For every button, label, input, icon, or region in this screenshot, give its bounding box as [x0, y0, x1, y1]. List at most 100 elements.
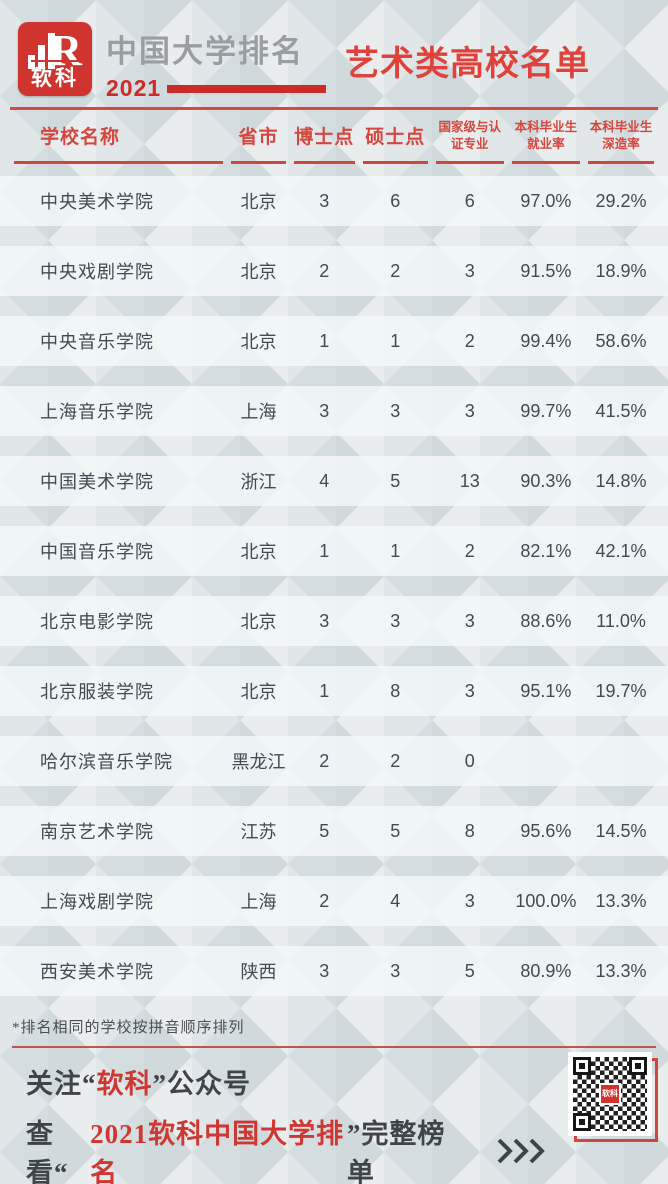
- qr-finder-icon: [573, 1113, 591, 1131]
- master-count: 1: [390, 540, 401, 561]
- further-rate: 14.5%: [595, 820, 647, 841]
- col-header-school: 学校名称: [10, 110, 227, 164]
- province: 陕西: [240, 962, 277, 982]
- province: 上海: [240, 892, 277, 912]
- col-header-employment: 本科毕业生 就业率: [508, 110, 584, 164]
- employment-rate: 91.5%: [520, 260, 572, 281]
- further-rate: 29.2%: [595, 190, 647, 211]
- bar-chart-icon: R: [26, 29, 84, 73]
- certified-count: 5: [464, 960, 475, 981]
- province: 北京: [240, 262, 277, 282]
- province: 北京: [240, 332, 277, 352]
- table-row: 中央戏剧学院 北京 2 2 3 91.5% 18.9%: [0, 246, 668, 296]
- table-row: 南京艺术学院 江苏 5 5 8 95.6% 14.5%: [0, 806, 668, 856]
- school-name: 哈尔滨音乐学院: [40, 752, 173, 772]
- province: 江苏: [240, 822, 277, 842]
- school-name: 中央美术学院: [40, 192, 154, 212]
- brand-block: 中国大学排名 2021: [106, 26, 326, 102]
- table-row: 上海戏剧学院 上海 2 4 3 100.0% 13.3%: [0, 876, 668, 926]
- table-header-row: 学校名称 省市 博士点 硕士点 国家级与认 证专业 本科毕业生 就业率 本科毕业生深…: [10, 110, 658, 164]
- doctoral-count: 2: [319, 260, 330, 281]
- further-rate: 14.8%: [595, 470, 647, 491]
- province: 北京: [240, 682, 277, 702]
- qr-finder-icon: [629, 1057, 647, 1075]
- doctoral-count: 1: [319, 540, 330, 561]
- logo-brand-text: 软科: [31, 60, 79, 92]
- master-count: 2: [390, 750, 401, 771]
- province: 黑龙江: [231, 752, 286, 772]
- master-count: 3: [390, 960, 401, 981]
- col-header-province: 省市: [227, 110, 290, 164]
- master-count: 5: [390, 820, 401, 841]
- province: 北京: [240, 542, 277, 562]
- footer-text: 关注“: [26, 1069, 97, 1099]
- further-rate: 41.5%: [595, 400, 647, 421]
- table-row: 北京服装学院 北京 1 8 3 95.1% 19.7%: [0, 666, 668, 716]
- doctoral-count: 3: [319, 400, 330, 421]
- page-footer: 关注“ 软科 ”公众号 查看“ 2021软科中国大学排名 ”完整榜单 软科: [0, 1048, 668, 1184]
- employment-rate: 95.1%: [520, 680, 572, 701]
- certified-count: 13: [459, 470, 480, 491]
- table-body: 中央美术学院 北京 3 6 6 97.0% 29.2% 中央戏剧学院 北京 2 …: [0, 176, 668, 996]
- master-count: 4: [390, 890, 401, 911]
- master-count: 3: [390, 610, 401, 631]
- school-name: 上海戏剧学院: [40, 892, 154, 912]
- footer-divider: [12, 1046, 656, 1048]
- ruanke-logo: R 软科: [18, 22, 92, 96]
- employment-rate: 100.0%: [515, 890, 577, 911]
- employment-rate: 95.6%: [520, 820, 572, 841]
- col-header-further: 本科毕业生 深造率: [584, 110, 658, 164]
- footer-brand-red: 软科: [96, 1069, 153, 1099]
- school-name: 北京服装学院: [40, 682, 154, 702]
- certified-count: 2: [464, 540, 475, 561]
- footer-line-2: 查看“ 2021软科中国大学排名 ”完整榜单: [26, 1112, 548, 1184]
- certified-count: 3: [464, 680, 475, 701]
- doctoral-count: 1: [319, 330, 330, 351]
- footer-text: ”完整榜单: [346, 1119, 446, 1184]
- employment-rate: 90.3%: [520, 470, 572, 491]
- master-count: 8: [390, 680, 401, 701]
- col-header-certified: 国家级与认 证专业: [432, 110, 508, 164]
- ranking-table: 学校名称 省市 博士点 硕士点 国家级与认 证专业 本科毕业生 就业率 本科毕业生深…: [0, 107, 668, 996]
- table-row: 北京电影学院 北京 3 3 3 88.6% 11.0%: [0, 596, 668, 646]
- school-name: 上海音乐学院: [40, 402, 154, 422]
- footer-ranking-red: 2021软科中国大学排名: [90, 1119, 345, 1184]
- table-row: 中国音乐学院 北京 1 1 2 82.1% 42.1%: [0, 526, 668, 576]
- brand-underline: [167, 84, 326, 93]
- page-header: R 软科 中国大学排名 2021 艺术类高校名单: [0, 0, 668, 107]
- employment-rate: 97.0%: [520, 190, 572, 211]
- brand-title: 中国大学排名: [106, 34, 304, 69]
- certified-count: 8: [464, 820, 475, 841]
- table-row: 中国美术学院 浙江 4 5 13 90.3% 14.8%: [0, 456, 668, 506]
- table-row: 西安美术学院 陕西 3 3 5 80.9% 13.3%: [0, 946, 668, 996]
- school-name: 中央戏剧学院: [40, 262, 154, 282]
- doctoral-count: 1: [319, 680, 330, 701]
- school-name: 中国美术学院: [40, 472, 154, 492]
- further-rate: 13.3%: [595, 890, 647, 911]
- footnote: *排名相同的学校按拼音顺序排列: [12, 1020, 245, 1036]
- province: 浙江: [240, 472, 277, 492]
- certified-count: 3: [464, 890, 475, 911]
- footer-line-1: 关注“ 软科 ”公众号: [26, 1062, 548, 1101]
- doctoral-count: 2: [319, 890, 330, 911]
- further-rate: 42.1%: [595, 540, 647, 561]
- doctoral-count: 2: [319, 750, 330, 771]
- col-header-master: 硕士点: [359, 110, 432, 164]
- employment-rate: 82.1%: [520, 540, 572, 561]
- further-rate: 19.7%: [595, 680, 647, 701]
- brand-year: 2021: [106, 75, 162, 101]
- certified-count: 3: [464, 610, 475, 631]
- certified-count: 2: [464, 330, 475, 351]
- master-count: 5: [390, 470, 401, 491]
- footer-text: ”公众号: [152, 1069, 251, 1099]
- school-name: 南京艺术学院: [40, 822, 154, 842]
- master-count: 1: [390, 330, 401, 351]
- table-row: 哈尔滨音乐学院 黑龙江 2 2 0: [0, 736, 668, 786]
- further-rate: 11.0%: [596, 610, 646, 631]
- table-row: 中央音乐学院 北京 1 1 2 99.4% 58.6%: [0, 316, 668, 366]
- employment-rate: 88.6%: [520, 610, 572, 631]
- certified-count: 3: [464, 260, 475, 281]
- qr-code: 软科: [568, 1052, 658, 1142]
- employment-rate: 99.4%: [520, 330, 572, 351]
